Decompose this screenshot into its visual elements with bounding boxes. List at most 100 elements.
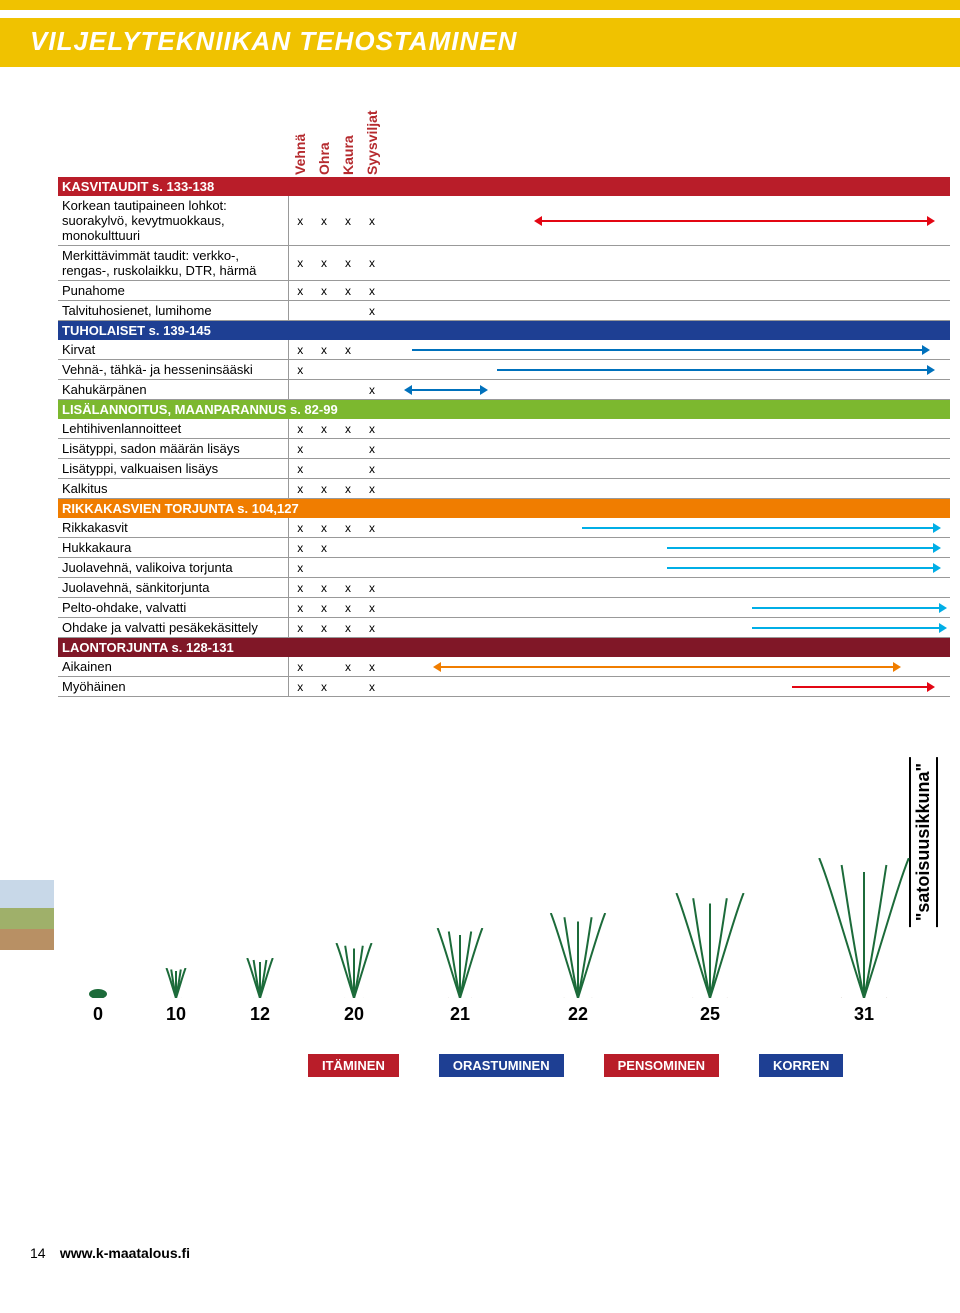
x-cell: x <box>360 618 384 638</box>
stage-number: 25 <box>700 1004 720 1025</box>
table-row: Juolavehnä, sänkitorjuntaxxxx <box>58 578 950 598</box>
x-cell: x <box>312 578 336 598</box>
stage-number: 0 <box>93 1004 103 1025</box>
table-row: Merkittävimmät taudit: verkko-, rengas-,… <box>58 246 950 281</box>
footer-url: www.k-maatalous.fi <box>60 1245 190 1261</box>
arrow-cell <box>384 578 950 598</box>
row-label: Juolavehnä, valikoiva torjunta <box>58 558 288 578</box>
x-cell: x <box>312 598 336 618</box>
col-kaura: Kaura <box>336 107 360 177</box>
x-cell: x <box>360 301 384 321</box>
x-cell: x <box>360 518 384 538</box>
x-cell: x <box>288 281 312 301</box>
x-cell: x <box>288 578 312 598</box>
x-cell <box>336 360 360 380</box>
x-cell <box>312 380 336 400</box>
row-label: Hukkakaura <box>58 538 288 558</box>
table-row: Lehtihivenlannoitteetxxxx <box>58 419 950 439</box>
table-row: Lisätyppi, sadon määrän lisäysxx <box>58 439 950 459</box>
row-label: Vehnä-, tähkä- ja hesseninsääski <box>58 360 288 380</box>
x-cell <box>336 459 360 479</box>
table-row: Ohdake ja valvatti pesäkekäsittelyxxxx <box>58 618 950 638</box>
section-header: RIKKAKASVIEN TORJUNTA s. 104,127 <box>58 499 950 519</box>
x-cell <box>312 360 336 380</box>
x-cell: x <box>312 677 336 697</box>
col-vehna: Vehnä <box>288 107 312 177</box>
x-cell <box>336 380 360 400</box>
growth-stage: 10 <box>164 968 188 1025</box>
row-label: Korkean tautipaineen lohkot: suorakylvö,… <box>58 196 288 246</box>
title-band: VILJELYTEKNIIKAN TEHOSTAMINEN <box>0 18 960 67</box>
x-cell <box>360 538 384 558</box>
x-cell: x <box>288 538 312 558</box>
arrow-cell <box>384 618 950 638</box>
x-cell <box>288 301 312 321</box>
x-cell: x <box>312 281 336 301</box>
arrow-indicator <box>412 349 921 351</box>
x-cell: x <box>336 419 360 439</box>
section-header: KASVITAUDIT s. 133-138 <box>58 177 950 196</box>
x-cell: x <box>288 657 312 677</box>
x-cell <box>312 459 336 479</box>
x-cell: x <box>312 419 336 439</box>
growth-stage: 20 <box>332 943 376 1025</box>
plant-icon <box>544 913 612 998</box>
x-cell: x <box>360 439 384 459</box>
col-ohra: Ohra <box>312 107 336 177</box>
legend-item: ITÄMINEN <box>308 1054 399 1077</box>
legend-item: ORASTUMINEN <box>439 1054 564 1077</box>
arrow-indicator <box>582 527 933 529</box>
x-cell: x <box>288 677 312 697</box>
arrow-cell <box>384 558 950 578</box>
table-row: Kahukärpänenx <box>58 380 950 400</box>
table-row: Aikainenxxx <box>58 657 950 677</box>
x-cell <box>360 360 384 380</box>
x-cell: x <box>360 281 384 301</box>
x-cell: x <box>336 281 360 301</box>
arrow-cell <box>384 598 950 618</box>
x-cell <box>336 439 360 459</box>
x-cell: x <box>288 340 312 360</box>
x-cell: x <box>288 479 312 499</box>
table-row: Hukkakauraxx <box>58 538 950 558</box>
plant-icon <box>332 943 376 998</box>
field-photo-strip <box>0 880 54 950</box>
row-label: Lisätyppi, sadon määrän lisäys <box>58 439 288 459</box>
row-label: Merkittävimmät taudit: verkko-, rengas-,… <box>58 246 288 281</box>
arrow-indicator <box>497 369 927 371</box>
arrow-indicator <box>792 686 928 688</box>
table-row: Juolavehnä, valikoiva torjuntax <box>58 558 950 578</box>
stage-number: 21 <box>450 1004 470 1025</box>
x-cell <box>312 301 336 321</box>
x-cell: x <box>336 657 360 677</box>
x-cell: x <box>288 360 312 380</box>
table-row: Myöhäinenxxx <box>58 677 950 697</box>
stage-number: 10 <box>166 1004 186 1025</box>
legend-row: ITÄMINENORASTUMINENPENSOMINENKORREN <box>308 1054 930 1077</box>
x-cell: x <box>312 538 336 558</box>
x-cell: x <box>360 419 384 439</box>
table-row: Vehnä-, tähkä- ja hesseninsääskix <box>58 360 950 380</box>
row-label: Aikainen <box>58 657 288 677</box>
x-cell: x <box>360 459 384 479</box>
growth-stage: 22 <box>544 913 612 1025</box>
row-label: Juolavehnä, sänkitorjunta <box>58 578 288 598</box>
x-cell <box>312 439 336 459</box>
x-cell: x <box>336 578 360 598</box>
growth-row: 0 10 12 <box>88 865 920 1025</box>
x-cell: x <box>288 598 312 618</box>
x-cell: x <box>336 246 360 281</box>
table-row: Kirvatxxx <box>58 340 950 360</box>
x-cell: x <box>288 196 312 246</box>
plant-icon <box>432 928 488 998</box>
arrow-cell <box>384 459 950 479</box>
arrow-cell <box>384 538 950 558</box>
x-cell: x <box>360 657 384 677</box>
growth-stage: 31 <box>808 858 920 1025</box>
table-row: Punahomexxxx <box>58 281 950 301</box>
arrow-cell <box>384 340 950 360</box>
crop-table: Vehnä Ohra Kaura Syysviljat KASVITAUDIT … <box>58 107 950 697</box>
growth-stage: 12 <box>244 958 276 1025</box>
x-cell: x <box>360 578 384 598</box>
table-row: Rikkakasvitxxxx <box>58 518 950 538</box>
